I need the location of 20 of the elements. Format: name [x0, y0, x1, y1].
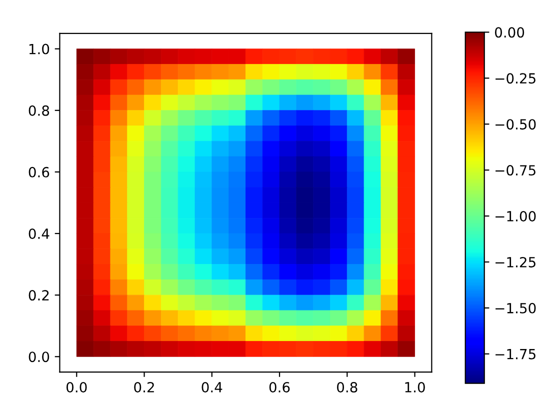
x-tick-label: 0.4 — [202, 382, 222, 392]
x-tick-label: 1.0 — [405, 382, 425, 392]
x-tick-label: 0.6 — [269, 382, 290, 392]
y-tick-label: 0.4 — [28, 228, 50, 239]
y-tick-label: 0.0 — [28, 352, 50, 362]
x-tick-label: 0.8 — [337, 382, 358, 392]
x-tick-label: 0.2 — [134, 382, 154, 392]
color-bar-label: −1.75 — [496, 349, 536, 360]
color-bar-label: −1.25 — [496, 256, 536, 268]
color-bar-label: −0.75 — [496, 165, 536, 176]
y-tick-label: 0.2 — [28, 290, 49, 301]
y-tick-label: 0.8 — [28, 105, 50, 116]
color-bar-label: −1.50 — [496, 302, 536, 314]
color-bar-label: −0.25 — [496, 73, 536, 84]
color-bar-label: 0.00 — [494, 27, 524, 38]
x-tick-label: 0.0 — [66, 382, 87, 392]
color-bar-label: −0.50 — [496, 119, 536, 130]
color-bar-label: −1.00 — [496, 210, 536, 222]
y-tick-label: 1.0 — [29, 44, 50, 54]
y-tick-label: 0.6 — [28, 166, 50, 178]
